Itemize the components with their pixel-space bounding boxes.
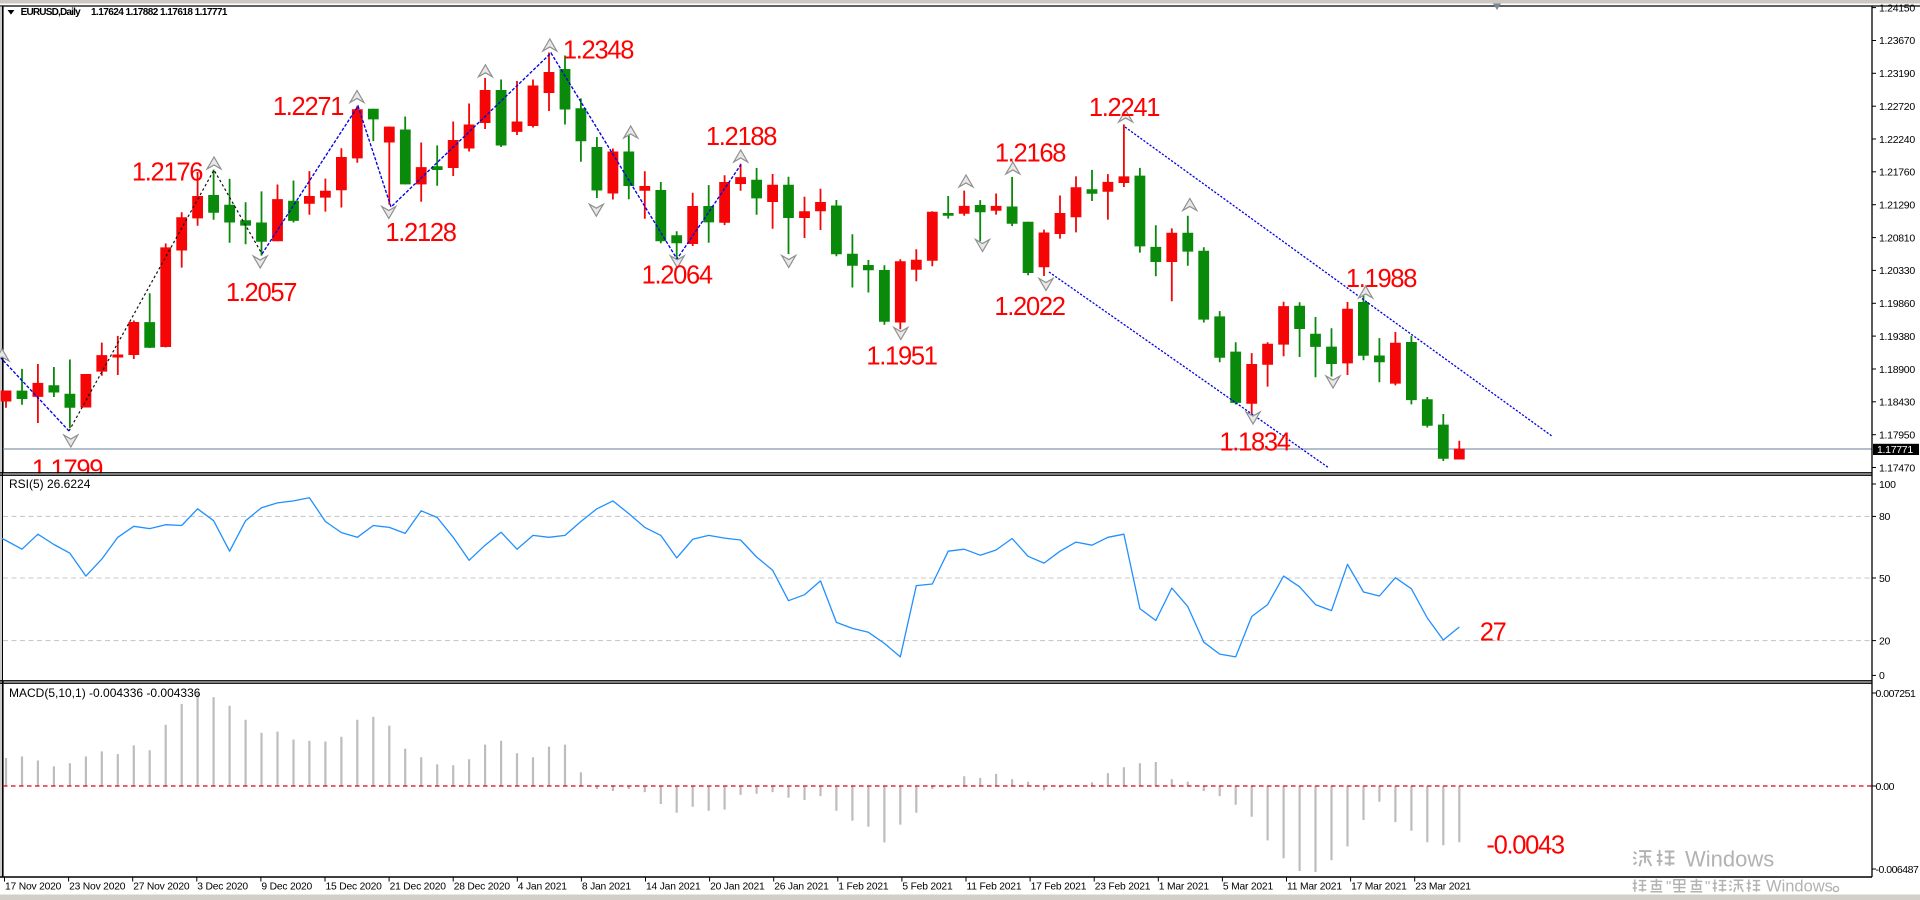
svg-text:1 Feb 2021: 1 Feb 2021 [838, 882, 889, 893]
svg-text:23 Feb 2021: 23 Feb 2021 [1095, 882, 1151, 893]
svg-text:21 Dec 2020: 21 Dec 2020 [390, 882, 447, 893]
svg-text:1.2241: 1.2241 [1089, 94, 1159, 122]
svg-text:1.19860: 1.19860 [1879, 298, 1915, 310]
svg-text:-0.006487: -0.006487 [1876, 864, 1919, 876]
svg-text:1.17624 1.17882 1.17618 1.1777: 1.17624 1.17882 1.17618 1.17771 [91, 7, 228, 18]
svg-text:RSI(5) 26.6224: RSI(5) 26.6224 [9, 477, 91, 491]
svg-text:1.20810: 1.20810 [1879, 232, 1915, 244]
svg-text:80: 80 [1879, 511, 1891, 523]
svg-text:": " [1705, 878, 1710, 895]
svg-text:1.2128: 1.2128 [385, 219, 456, 247]
svg-text:-0.0043: -0.0043 [1486, 832, 1565, 860]
svg-text:9 Dec 2020: 9 Dec 2020 [261, 882, 312, 893]
svg-text:1.2057: 1.2057 [226, 279, 296, 307]
svg-text:1.1834: 1.1834 [1219, 429, 1290, 457]
svg-text:1.23190: 1.23190 [1879, 68, 1915, 80]
svg-text:1.17470: 1.17470 [1879, 462, 1915, 474]
svg-text:1.21290: 1.21290 [1879, 200, 1915, 212]
svg-text:100: 100 [1879, 479, 1896, 491]
svg-text:8 Jan 2021: 8 Jan 2021 [582, 882, 631, 893]
svg-text:15 Dec 2020: 15 Dec 2020 [326, 882, 383, 893]
svg-text:1.18900: 1.18900 [1879, 364, 1915, 376]
svg-text:4 Jan 2021: 4 Jan 2021 [518, 882, 567, 893]
svg-text:5 Feb 2021: 5 Feb 2021 [902, 882, 953, 893]
svg-text:0.00: 0.00 [1876, 781, 1895, 793]
svg-text:1.22240: 1.22240 [1879, 134, 1915, 146]
svg-text:1.2022: 1.2022 [994, 293, 1064, 321]
svg-text:1.2168: 1.2168 [995, 140, 1066, 168]
svg-text:0: 0 [1879, 670, 1885, 682]
svg-text:1.2064: 1.2064 [642, 262, 713, 290]
svg-text:1.17771: 1.17771 [1877, 444, 1913, 456]
svg-text:11 Feb 2021: 11 Feb 2021 [967, 882, 1022, 893]
svg-text:": " [1666, 878, 1671, 895]
svg-text:1.19380: 1.19380 [1879, 331, 1915, 343]
svg-text:1.18430: 1.18430 [1879, 397, 1915, 409]
svg-text:1.17950: 1.17950 [1879, 430, 1915, 442]
svg-text:27 Nov 2020: 27 Nov 2020 [133, 882, 190, 893]
svg-text:28 Dec 2020: 28 Dec 2020 [454, 882, 511, 893]
svg-text:1.1988: 1.1988 [1346, 265, 1417, 293]
svg-text:17 Feb 2021: 17 Feb 2021 [1031, 882, 1087, 893]
svg-text:20 Jan 2021: 20 Jan 2021 [710, 882, 765, 893]
svg-text:3 Dec 2020: 3 Dec 2020 [197, 882, 248, 893]
svg-text:11 Mar 2021: 11 Mar 2021 [1287, 882, 1342, 893]
svg-text:14 Jan 2021: 14 Jan 2021 [646, 882, 701, 893]
svg-text:Windows: Windows [1766, 878, 1833, 896]
svg-text:1.2348: 1.2348 [563, 37, 634, 65]
svg-text:1.2271: 1.2271 [273, 93, 343, 121]
svg-text:1.21760: 1.21760 [1879, 167, 1915, 179]
svg-text:1.2176: 1.2176 [132, 159, 203, 187]
svg-text:27: 27 [1480, 619, 1506, 647]
svg-text:EURUSD,Daily: EURUSD,Daily [21, 7, 82, 18]
svg-text:50: 50 [1879, 573, 1891, 585]
svg-text:23 Nov 2020: 23 Nov 2020 [69, 882, 126, 893]
svg-text:1.22720: 1.22720 [1879, 101, 1915, 113]
svg-text:MACD(5,10,1) -0.004336 -0.0043: MACD(5,10,1) -0.004336 -0.004336 [9, 686, 201, 700]
svg-text:23 Mar 2021: 23 Mar 2021 [1415, 882, 1471, 893]
svg-text:20: 20 [1879, 635, 1891, 647]
svg-text:1.23670: 1.23670 [1879, 35, 1915, 47]
svg-text:1.2188: 1.2188 [706, 123, 777, 151]
svg-text:17 Nov 2020: 17 Nov 2020 [5, 882, 62, 893]
svg-text:26 Jan 2021: 26 Jan 2021 [774, 882, 829, 893]
svg-text:1.24150: 1.24150 [1879, 2, 1915, 14]
svg-text:0.007251: 0.007251 [1876, 688, 1916, 700]
svg-text:1.1951: 1.1951 [866, 343, 936, 371]
svg-text:1.20330: 1.20330 [1879, 265, 1915, 277]
svg-text:17 Mar 2021: 17 Mar 2021 [1351, 882, 1407, 893]
svg-text:Windows: Windows [1685, 847, 1774, 872]
svg-text:1 Mar 2021: 1 Mar 2021 [1159, 882, 1210, 893]
svg-text:5 Mar 2021: 5 Mar 2021 [1223, 882, 1274, 893]
